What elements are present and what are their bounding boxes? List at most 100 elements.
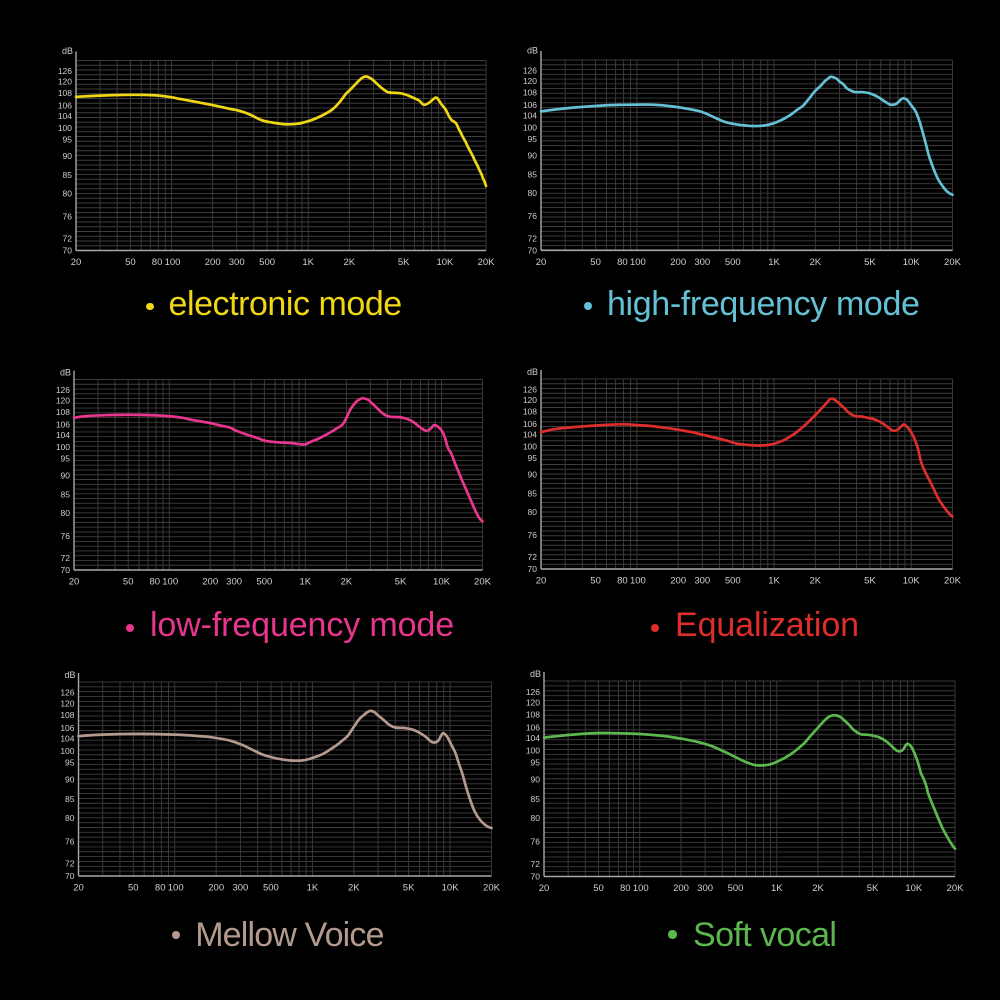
svg-text:10K: 10K [903, 257, 921, 268]
svg-text:80: 80 [531, 813, 541, 823]
svg-text:50: 50 [125, 257, 136, 268]
svg-text:95: 95 [528, 453, 538, 463]
svg-text:200: 200 [202, 577, 218, 588]
svg-text:106: 106 [56, 420, 70, 430]
svg-text:300: 300 [226, 577, 242, 588]
svg-text:10K: 10K [433, 577, 451, 588]
svg-text:20K: 20K [474, 577, 492, 588]
svg-text:5K: 5K [867, 883, 879, 894]
svg-text:100: 100 [526, 746, 540, 756]
svg-text:10K: 10K [905, 883, 923, 894]
svg-text:20: 20 [71, 257, 82, 268]
svg-text:76: 76 [528, 211, 538, 221]
svg-text:80: 80 [150, 577, 161, 588]
svg-text:120: 120 [56, 396, 70, 406]
svg-text:200: 200 [670, 576, 686, 587]
svg-text:100: 100 [168, 883, 184, 894]
svg-text:50: 50 [590, 257, 601, 268]
svg-text:10K: 10K [436, 257, 454, 268]
svg-text:100: 100 [162, 577, 178, 588]
svg-text:20: 20 [536, 257, 547, 268]
svg-text:108: 108 [523, 407, 537, 417]
svg-text:200: 200 [208, 883, 224, 894]
svg-text:76: 76 [63, 212, 73, 222]
svg-text:100: 100 [630, 576, 646, 587]
svg-text:106: 106 [58, 101, 72, 111]
svg-text:104: 104 [523, 111, 537, 121]
svg-text:120: 120 [523, 76, 537, 86]
svg-text:80: 80 [620, 883, 631, 894]
svg-text:2K: 2K [348, 883, 360, 894]
svg-text:5K: 5K [403, 883, 415, 894]
svg-text:106: 106 [523, 419, 537, 429]
svg-text:20: 20 [69, 577, 80, 588]
svg-text:20K: 20K [944, 257, 962, 268]
svg-text:20: 20 [536, 576, 547, 587]
svg-text:1K: 1K [307, 883, 319, 894]
svg-text:72: 72 [528, 552, 538, 562]
svg-text:300: 300 [694, 257, 710, 268]
svg-text:20: 20 [73, 883, 84, 894]
svg-text:104: 104 [60, 734, 74, 744]
svg-text:500: 500 [263, 883, 279, 894]
svg-text:200: 200 [670, 257, 686, 268]
svg-text:70: 70 [63, 246, 73, 256]
svg-text:20K: 20K [947, 883, 965, 894]
svg-text:80: 80 [63, 189, 73, 199]
svg-text:5K: 5K [864, 576, 876, 587]
svg-text:50: 50 [128, 883, 139, 894]
svg-text:85: 85 [63, 170, 73, 180]
svg-text:50: 50 [590, 576, 601, 587]
svg-text:500: 500 [725, 576, 741, 587]
svg-text:1K: 1K [302, 257, 314, 268]
svg-text:90: 90 [65, 775, 75, 785]
svg-text:126: 126 [526, 687, 540, 697]
svg-text:120: 120 [526, 698, 540, 708]
svg-text:100: 100 [58, 123, 72, 133]
svg-text:dB: dB [62, 46, 73, 56]
svg-text:20K: 20K [478, 257, 496, 268]
svg-text:500: 500 [259, 257, 275, 268]
svg-text:200: 200 [673, 883, 689, 894]
svg-text:80: 80 [155, 883, 166, 894]
svg-text:2K: 2K [343, 257, 355, 268]
svg-text:20K: 20K [483, 883, 501, 894]
svg-text:80: 80 [617, 576, 628, 587]
svg-text:126: 126 [60, 688, 74, 698]
svg-text:104: 104 [523, 430, 537, 440]
svg-text:85: 85 [528, 170, 538, 180]
svg-text:10K: 10K [442, 883, 460, 894]
svg-text:76: 76 [528, 530, 538, 540]
svg-text:2K: 2K [340, 577, 352, 588]
svg-text:5K: 5K [395, 577, 407, 588]
svg-text:100: 100 [60, 746, 74, 756]
svg-text:76: 76 [531, 837, 541, 847]
svg-text:85: 85 [61, 489, 71, 499]
svg-text:120: 120 [58, 77, 72, 87]
svg-text:72: 72 [63, 234, 73, 244]
svg-text:80: 80 [528, 188, 538, 198]
svg-text:120: 120 [523, 395, 537, 405]
svg-text:76: 76 [61, 531, 71, 541]
svg-text:80: 80 [65, 813, 75, 823]
svg-text:104: 104 [526, 733, 540, 743]
svg-text:20: 20 [539, 883, 550, 894]
svg-text:20K: 20K [944, 576, 962, 587]
svg-text:95: 95 [531, 757, 541, 767]
svg-text:80: 80 [528, 507, 538, 517]
svg-text:300: 300 [232, 883, 248, 894]
svg-text:70: 70 [528, 564, 538, 574]
svg-text:2K: 2K [809, 257, 821, 268]
svg-text:126: 126 [58, 66, 72, 76]
svg-text:10K: 10K [903, 576, 921, 587]
svg-text:108: 108 [58, 88, 72, 98]
svg-text:126: 126 [523, 66, 537, 76]
svg-text:95: 95 [61, 454, 71, 464]
svg-text:100: 100 [523, 123, 537, 133]
svg-text:95: 95 [65, 758, 75, 768]
svg-text:80: 80 [61, 508, 71, 518]
svg-text:126: 126 [56, 385, 70, 395]
svg-text:300: 300 [229, 257, 245, 268]
svg-text:126: 126 [523, 385, 537, 395]
svg-text:dB: dB [530, 669, 541, 679]
